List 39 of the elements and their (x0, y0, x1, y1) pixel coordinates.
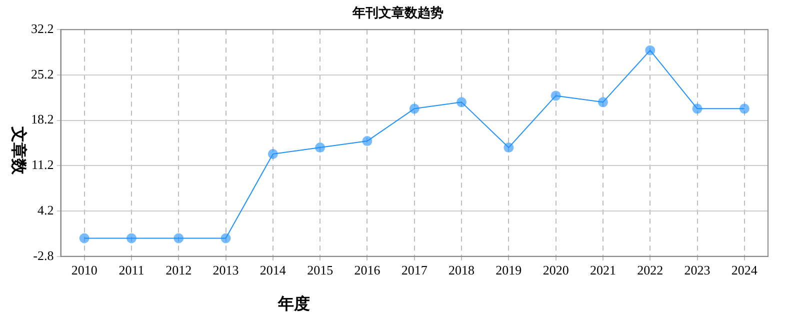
y-tick-label: 11.2 (31, 157, 54, 172)
x-tick-label: 2020 (542, 262, 569, 278)
point (126, 233, 136, 244)
x-tick-label: 2023 (684, 262, 710, 278)
point (268, 149, 278, 160)
x-tick-label: 2015 (307, 262, 334, 278)
x-tick-label: 2014 (260, 262, 286, 278)
point (456, 97, 467, 108)
point (79, 233, 90, 244)
x-tick-label: 2019 (496, 262, 522, 278)
x-axis-title: 年度 (278, 294, 310, 315)
x-tick-label: 2021 (590, 262, 616, 278)
x-tick-label: 2016 (354, 262, 381, 278)
point (598, 97, 608, 108)
x-tick-label: 2011 (118, 262, 144, 278)
point (174, 233, 184, 244)
point (315, 142, 326, 153)
y-axis-title: 文章数 (8, 126, 28, 174)
point (409, 104, 420, 114)
point (220, 233, 231, 244)
y-tick-label: 25.2 (31, 66, 54, 82)
point (504, 142, 514, 153)
x-tick-label: 2010 (71, 262, 98, 278)
x-tick-label: 2012 (166, 262, 192, 278)
y-tick-label: 18.2 (31, 112, 54, 127)
point (645, 45, 656, 56)
x-tick-label: 2017 (401, 262, 428, 278)
point (550, 90, 561, 101)
x-tick-label: 2022 (637, 262, 664, 278)
y-tick-label: -2.8 (33, 248, 54, 263)
point (362, 136, 372, 146)
point (692, 104, 702, 114)
chart-title: 年刊文章数趋势 (352, 5, 444, 20)
x-tick-label: 2018 (448, 262, 475, 278)
x-tick-label: 2024 (731, 262, 758, 278)
point (739, 104, 750, 114)
y-tick-label: 4.2 (38, 202, 54, 218)
y-tick-label: 32.2 (31, 21, 54, 36)
x-tick-label: 2013 (212, 262, 239, 278)
